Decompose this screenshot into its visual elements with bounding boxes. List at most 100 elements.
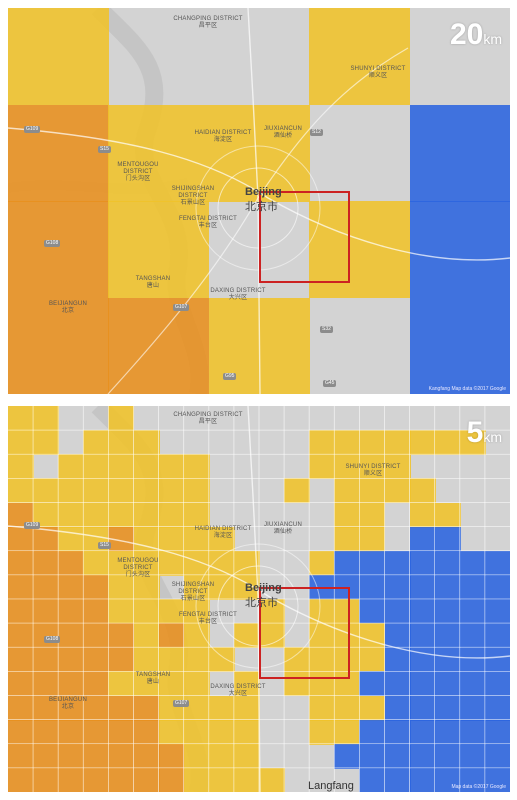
label-mentougou: Mentougou District 门头沟区	[103, 558, 173, 579]
grid-cell	[58, 503, 84, 528]
grid-cell	[134, 720, 160, 745]
grid-cell	[108, 696, 134, 721]
grid-cell	[410, 768, 436, 792]
grid-cell	[410, 599, 436, 624]
label-jiuxiancun: Jiuxiancun 酒仙桥	[258, 126, 308, 140]
label-beijiangun: Beijiangun 北京	[38, 697, 98, 711]
grid-cell	[385, 671, 411, 696]
grid-cell	[8, 478, 34, 503]
label-mentougou: Mentougou District 门头沟区	[103, 162, 173, 183]
road-shield: G107	[173, 700, 189, 707]
grid-cell	[410, 744, 436, 769]
label-en: Fengtai District	[179, 612, 237, 618]
city-label-beijing: Beijing 北京市	[245, 186, 282, 214]
grid-cell	[385, 623, 411, 648]
city-zh: 北京市	[245, 198, 282, 214]
grid-cell	[159, 503, 185, 528]
grid-cell	[108, 298, 209, 395]
grid-cell	[83, 599, 109, 624]
label-en: Daxing District	[210, 288, 265, 294]
grid-cell	[33, 478, 59, 503]
grid-cell	[460, 647, 486, 672]
grid-cell	[234, 768, 260, 792]
label-fengtai: Fengtai District 丰台区	[178, 612, 238, 626]
label-en: Mentougou District	[117, 162, 158, 175]
scale-label: 20km	[450, 18, 502, 52]
grid-cell	[83, 768, 109, 792]
grid-cell	[33, 406, 59, 431]
label-zh: 昌平区	[168, 419, 248, 426]
grid-cell	[33, 551, 59, 576]
grid-cell	[58, 671, 84, 696]
label-haidian: Haidian District 海淀区	[193, 130, 253, 144]
label-en: Fengtai District	[179, 216, 237, 222]
grid-cell	[460, 671, 486, 696]
grid-cell	[410, 720, 436, 745]
grid-cell	[460, 551, 486, 576]
label-changping: Changping District 昌平区	[168, 412, 248, 426]
road-shield: G109	[24, 522, 40, 529]
city-en: Beijing	[245, 582, 282, 594]
grid-cell	[8, 551, 34, 576]
label-zh: 昌平区	[168, 23, 248, 30]
grid-cell	[184, 623, 210, 648]
label-shunyi: Shunyi District 顺义区	[338, 66, 418, 80]
grid-cell	[410, 623, 436, 648]
label-en: Mentougou District	[117, 558, 158, 571]
grid-cell	[359, 720, 385, 745]
grid-cell	[485, 671, 510, 696]
grid-cell	[58, 575, 84, 600]
grid-cell	[209, 647, 235, 672]
grid-cell	[309, 430, 335, 455]
grid-cell	[108, 454, 134, 479]
road-shield: S12	[310, 129, 323, 136]
grid-cell	[359, 551, 385, 576]
grid-cell	[435, 575, 461, 600]
label-zh: 石景山区	[158, 596, 228, 603]
grid-cell	[284, 478, 310, 503]
grid-cell	[359, 696, 385, 721]
grid-cell	[435, 696, 461, 721]
map-attribution: Map data ©2017 Google	[451, 784, 506, 790]
grid-cell	[359, 647, 385, 672]
label-beijiangun: Beijiangun 北京	[38, 301, 98, 315]
grid-cell	[460, 575, 486, 600]
grid-cell	[58, 744, 84, 769]
grid-cell	[8, 430, 34, 455]
grid-cell	[410, 527, 436, 552]
grid-cell	[134, 623, 160, 648]
label-tangshan: Tangshan 唐山	[123, 276, 183, 290]
label-en: Beijiangun	[49, 697, 87, 703]
grid-cell	[58, 478, 84, 503]
grid-cell	[108, 720, 134, 745]
grid-cell	[435, 527, 461, 552]
grid-cell	[435, 430, 461, 455]
grid-cell	[359, 671, 385, 696]
grid-cell	[108, 503, 134, 528]
grid-cell	[435, 551, 461, 576]
grid-cell	[108, 599, 134, 624]
grid-cell	[359, 527, 385, 552]
grid-cell	[309, 8, 410, 105]
label-en: Jiuxiancun	[264, 126, 302, 132]
road-shield: G107	[173, 304, 189, 311]
grid-cell	[83, 647, 109, 672]
label-en: Changping District	[173, 412, 242, 418]
grid-cell	[108, 406, 134, 431]
grid-cell	[334, 696, 360, 721]
grid-cell	[108, 744, 134, 769]
grid-cell	[134, 647, 160, 672]
grid-cell	[184, 551, 210, 576]
grid-cell	[460, 744, 486, 769]
grid-cell	[410, 575, 436, 600]
grid-cell	[334, 744, 360, 769]
grid-cell	[334, 478, 360, 503]
grid-cell	[134, 696, 160, 721]
label-en: Beijiangun	[49, 301, 87, 307]
grid-cell	[83, 671, 109, 696]
map-panel-20km: Changping District 昌平区 Shunyi District 顺…	[8, 8, 510, 394]
city-zh: 北京市	[245, 594, 282, 610]
label-shijingshan: Shijingshan District 石景山区	[158, 186, 228, 207]
grid-cell	[184, 478, 210, 503]
grid-cell	[460, 720, 486, 745]
